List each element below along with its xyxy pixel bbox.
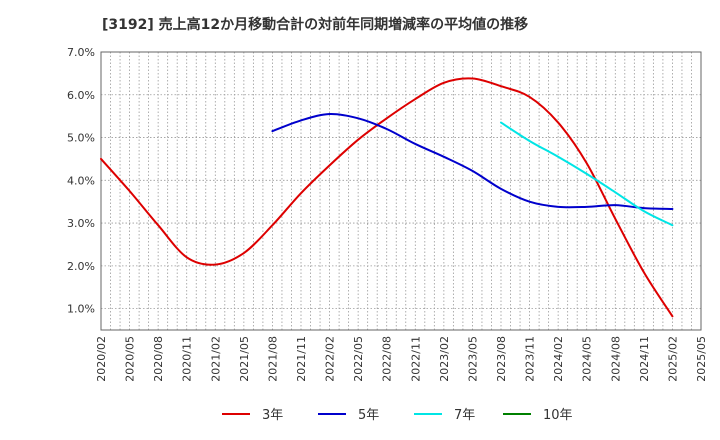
series-line-1: [100, 77, 674, 318]
x-tick-label: 2022/05: [352, 336, 365, 382]
x-tick-label: 2025/02: [666, 336, 679, 382]
x-tick-label: 2020/08: [152, 336, 165, 382]
x-tick-label: 2020/11: [181, 336, 194, 382]
y-axis-ticks: 1.0% 2.0% 3.0% 4.0% 5.0% 6.0% 7.0%: [67, 46, 95, 316]
y-tick-label: 6.0%: [67, 89, 95, 102]
legend: 3年 5年 7年 10年: [222, 408, 573, 423]
x-tick-label: 2024/05: [581, 336, 594, 382]
y-tick-label: 7.0%: [67, 46, 95, 59]
x-tick-label: 2021/08: [266, 336, 279, 382]
x-tick-label: 2022/02: [324, 336, 337, 382]
x-tick-label: 2024/02: [552, 336, 565, 382]
x-tick-label: 2023/11: [524, 336, 537, 382]
y-tick-label: 4.0%: [67, 174, 95, 187]
x-tick-label: 2025/05: [695, 336, 708, 382]
series-line-2: [271, 112, 674, 210]
y-tick-label: 3.0%: [67, 217, 95, 230]
series-line-3: [500, 121, 674, 227]
y-tick-label: 5.0%: [67, 132, 95, 145]
legend-label-1: 3年: [262, 408, 283, 423]
x-tick-label: 2022/08: [381, 336, 394, 382]
x-tick-label: 2021/05: [238, 336, 251, 382]
legend-label-2: 5年: [358, 408, 379, 423]
series-layer: [100, 77, 674, 318]
x-tick-label: 2021/11: [295, 336, 308, 382]
x-tick-label: 2023/08: [495, 336, 508, 382]
x-tick-label: 2023/02: [438, 336, 451, 382]
x-tick-label: 2024/11: [638, 336, 651, 382]
x-tick-label: 2021/02: [209, 336, 222, 382]
plot-area: [100, 51, 702, 331]
x-tick-label: 2020/02: [95, 336, 108, 382]
x-axis-ticks: 2020/02 2020/05 2020/08 2020/11 2021/02 2021/…: [95, 336, 708, 382]
grid-layer: [101, 51, 701, 330]
legend-label-4: 10年: [543, 408, 573, 423]
legend-label-3: 7年: [454, 408, 475, 423]
x-tick-label: 2024/08: [609, 336, 622, 382]
x-tick-label: 2022/11: [409, 336, 422, 382]
chart-title: [3192] 売上高12か月移動合計の対前年同期増減率の平均値の推移: [102, 17, 529, 33]
y-tick-label: 2.0%: [67, 260, 95, 273]
y-tick-label: 1.0%: [67, 303, 95, 316]
x-tick-label: 2023/05: [466, 336, 479, 382]
x-tick-label: 2020/05: [124, 336, 137, 382]
